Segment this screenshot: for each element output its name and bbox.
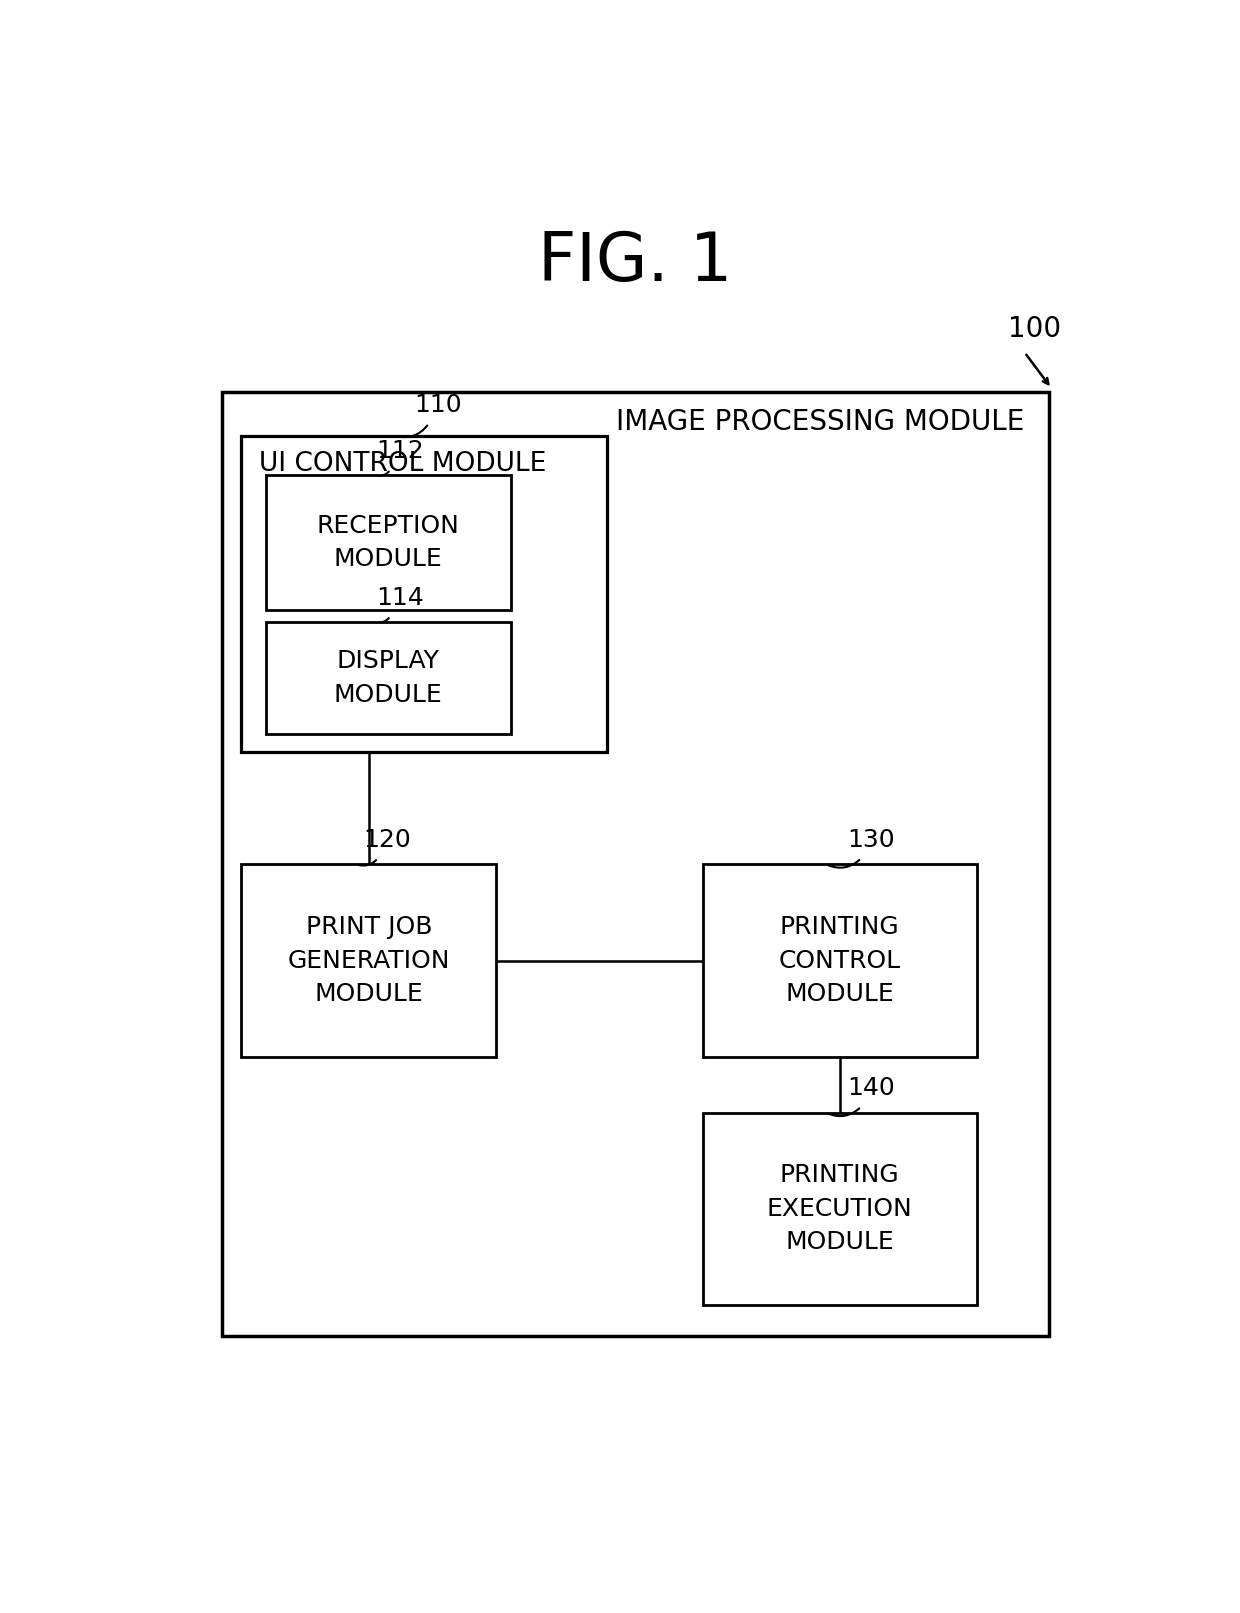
Bar bbox=[265, 476, 511, 610]
Text: 140: 140 bbox=[847, 1076, 895, 1100]
Text: 130: 130 bbox=[847, 827, 895, 852]
Bar bbox=[222, 392, 1049, 1336]
Text: FIG. 1: FIG. 1 bbox=[538, 229, 733, 295]
Bar bbox=[265, 623, 511, 734]
Text: 100: 100 bbox=[1008, 315, 1061, 342]
Bar bbox=[242, 865, 496, 1057]
Bar bbox=[703, 1113, 977, 1305]
Bar bbox=[242, 436, 606, 752]
Text: 120: 120 bbox=[363, 827, 412, 852]
Text: UI CONTROL MODULE: UI CONTROL MODULE bbox=[259, 450, 546, 477]
Text: PRINT JOB
GENERATION
MODULE: PRINT JOB GENERATION MODULE bbox=[288, 915, 450, 1007]
Bar bbox=[703, 865, 977, 1057]
Text: 114: 114 bbox=[376, 586, 424, 610]
Text: 112: 112 bbox=[376, 439, 424, 463]
Text: DISPLAY
MODULE: DISPLAY MODULE bbox=[334, 648, 443, 706]
Text: 110: 110 bbox=[414, 394, 463, 418]
Text: RECEPTION
MODULE: RECEPTION MODULE bbox=[316, 515, 460, 571]
Text: PRINTING
CONTROL
MODULE: PRINTING CONTROL MODULE bbox=[779, 915, 900, 1007]
Text: PRINTING
EXECUTION
MODULE: PRINTING EXECUTION MODULE bbox=[766, 1163, 913, 1255]
Text: IMAGE PROCESSING MODULE: IMAGE PROCESSING MODULE bbox=[616, 408, 1024, 437]
